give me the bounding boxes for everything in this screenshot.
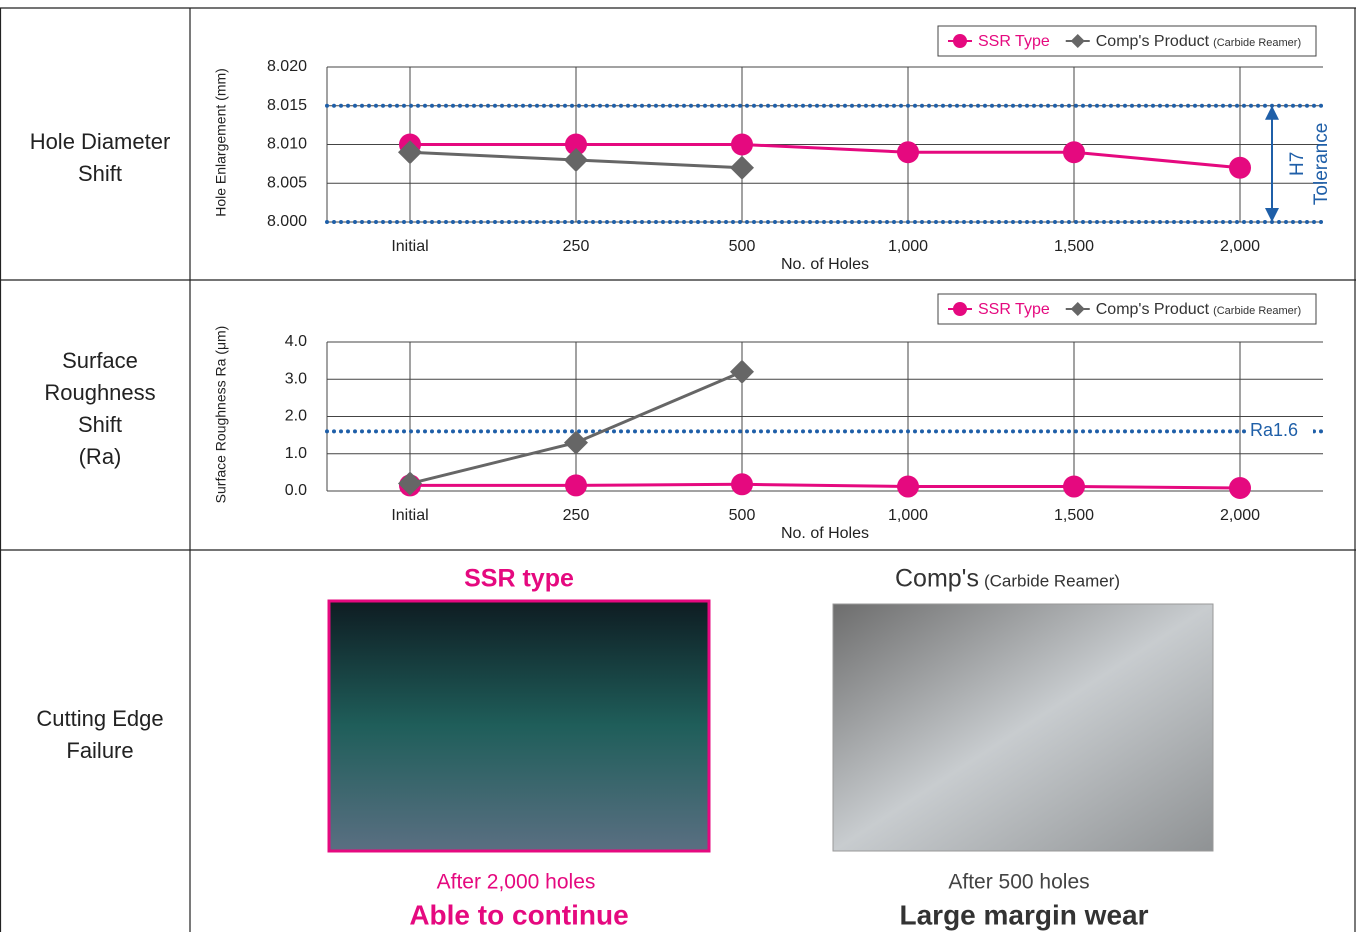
x-tick-label: 250 — [563, 238, 590, 255]
marker — [897, 141, 919, 164]
x-tick-label: Initial — [391, 507, 428, 524]
y-axis-label: Hole Enlargement (mm) — [213, 68, 229, 217]
legend-box — [937, 25, 1317, 57]
y-tick-label: 4.0 — [285, 333, 307, 350]
marker — [565, 474, 587, 497]
comp-photo — [832, 603, 1214, 852]
row-label: Surface — [62, 348, 138, 373]
y-tick-label: 2.0 — [285, 408, 307, 425]
marker — [897, 475, 919, 498]
marker — [730, 359, 754, 384]
y-tick-label: 8.000 — [267, 213, 307, 230]
annotation: H7 — [1287, 152, 1308, 176]
photo-caption: After 2,000 holes — [437, 871, 596, 894]
row-label: Cutting Edge — [36, 706, 163, 731]
legend-marker — [953, 34, 967, 48]
y-tick-label: 3.0 — [285, 370, 307, 387]
reference-label-bg — [1247, 420, 1313, 443]
legend-label: SSR Type — [978, 33, 1050, 50]
row-label: Roughness — [44, 380, 155, 405]
row-label: Shift — [78, 412, 122, 437]
legend-box — [937, 293, 1317, 325]
marker — [730, 155, 754, 180]
table-grid — [0, 7, 1356, 932]
marker — [398, 471, 422, 496]
x-tick-label: 2,000 — [1220, 238, 1260, 255]
marker — [1063, 475, 1085, 498]
photo-note: (Carbide Reamer) — [984, 571, 1120, 590]
photo-verdict: Large margin wear — [900, 899, 1149, 930]
marker — [564, 148, 588, 172]
row-label: (Ra) — [79, 444, 122, 469]
y-tick-label: 8.020 — [267, 58, 307, 75]
x-tick-label: 1,500 — [1054, 238, 1094, 255]
y-tick-label: 8.010 — [267, 136, 307, 153]
marker — [731, 133, 753, 156]
legend-label: Comp's Product — [1096, 301, 1210, 318]
legend-marker — [1070, 34, 1085, 48]
reference-label: Ra1.6 — [1250, 420, 1298, 440]
marker — [1063, 141, 1085, 164]
series-line — [410, 482, 1241, 490]
x-tick-label: 1,000 — [888, 238, 928, 255]
series-line — [410, 143, 1241, 170]
row-label: Hole Diameter — [30, 129, 171, 154]
x-axis-label: No. of Holes — [781, 256, 869, 273]
photo-title: SSR type — [464, 565, 574, 593]
x-tick-label: 500 — [729, 238, 756, 255]
legend-note: (Carbide Reamer) — [1213, 305, 1301, 317]
row-label: Failure — [66, 738, 133, 763]
arrow-head — [1265, 105, 1279, 222]
marker — [564, 430, 588, 455]
x-tick-label: Initial — [391, 238, 428, 255]
x-tick-label: 250 — [563, 507, 590, 524]
marker — [565, 133, 587, 156]
x-tick-label: 2,000 — [1220, 507, 1260, 524]
photo-caption: After 500 holes — [948, 871, 1089, 894]
legend-marker — [1070, 302, 1085, 316]
row-label: Shift — [78, 161, 122, 186]
legend-note: (Carbide Reamer) — [1213, 37, 1301, 49]
y-tick-label: 0.0 — [285, 482, 307, 499]
legend-label: SSR Type — [978, 301, 1050, 318]
marker — [398, 140, 422, 165]
y-tick-label: 8.005 — [267, 174, 307, 191]
y-axis-label: Surface Roughness Ra (μm) — [213, 326, 229, 504]
y-tick-label: 8.015 — [267, 97, 307, 114]
marker — [1229, 156, 1251, 179]
x-axis-label: No. of Holes — [781, 525, 869, 542]
photo-title: Comp's — [895, 565, 979, 593]
legend-marker — [953, 302, 967, 316]
ssr-photo — [327, 599, 711, 853]
marker — [1229, 477, 1251, 500]
legend-label: Comp's Product — [1096, 33, 1210, 50]
x-tick-label: 1,000 — [888, 507, 928, 524]
photo-verdict: Able to continue — [409, 899, 628, 930]
x-tick-label: 1,500 — [1054, 507, 1094, 524]
marker — [731, 473, 753, 496]
x-tick-label: 500 — [729, 507, 756, 524]
y-tick-label: 1.0 — [285, 445, 307, 462]
annotation: Tolerance — [1311, 123, 1332, 205]
